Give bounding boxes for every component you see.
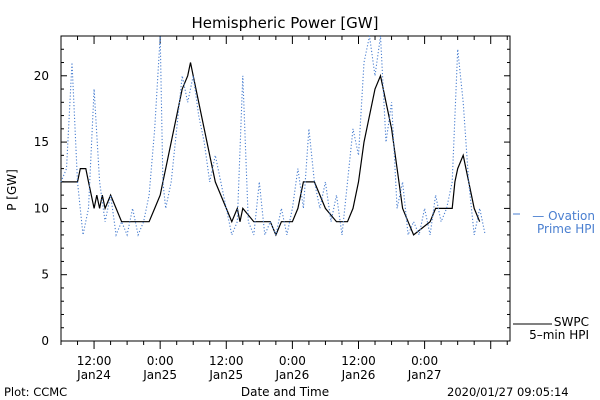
legend-ovation-label-2: Prime HPI — [537, 222, 595, 236]
x-tick-label-time: 12:00 — [77, 354, 112, 368]
y-tick-label: 5 — [41, 268, 49, 282]
y-tick-label: 15 — [34, 135, 49, 149]
x-tick-label-time: 0:00 — [279, 354, 306, 368]
plot-timestamp: 2020/01/27 09:05:14 — [447, 385, 569, 399]
x-tick-label-time: 12:00 — [209, 354, 244, 368]
series-swpc-line — [61, 62, 481, 237]
legend-swpc-label-2: 5–min HPI — [529, 328, 589, 342]
series-ovation-line — [60, 35, 486, 237]
x-tick-label-time: 0:00 — [411, 354, 438, 368]
legend-ovation-label: — Ovation — [532, 209, 595, 223]
x-tick-label-date: Jan24 — [76, 368, 111, 382]
x-axis-label: Date and Time — [241, 385, 329, 399]
y-axis-label: P [GW] — [5, 169, 19, 211]
plot-frame — [60, 35, 511, 342]
x-tick-label-time: 0:00 — [147, 354, 174, 368]
plot-area: 0510152012:00Jan240:00Jan2512:00Jan250:0… — [34, 35, 511, 382]
chart-title: Hemispheric Power [GW] — [192, 14, 379, 32]
y-tick-label: 0 — [41, 334, 49, 348]
plot-credit: Plot: CCMC — [4, 385, 67, 399]
x-tick-label-date: Jan26 — [341, 368, 376, 382]
x-tick-label-time: 12:00 — [341, 354, 376, 368]
legend-swpc-label: SWPC — [554, 315, 589, 329]
y-tick-label: 10 — [34, 201, 49, 215]
x-tick-label-date: Jan25 — [142, 368, 177, 382]
x-tick-label-date: Jan25 — [208, 368, 243, 382]
x-tick-label-date: Jan26 — [274, 368, 309, 382]
x-tick-label-date: Jan27 — [407, 368, 442, 382]
y-tick-label: 20 — [34, 69, 49, 83]
